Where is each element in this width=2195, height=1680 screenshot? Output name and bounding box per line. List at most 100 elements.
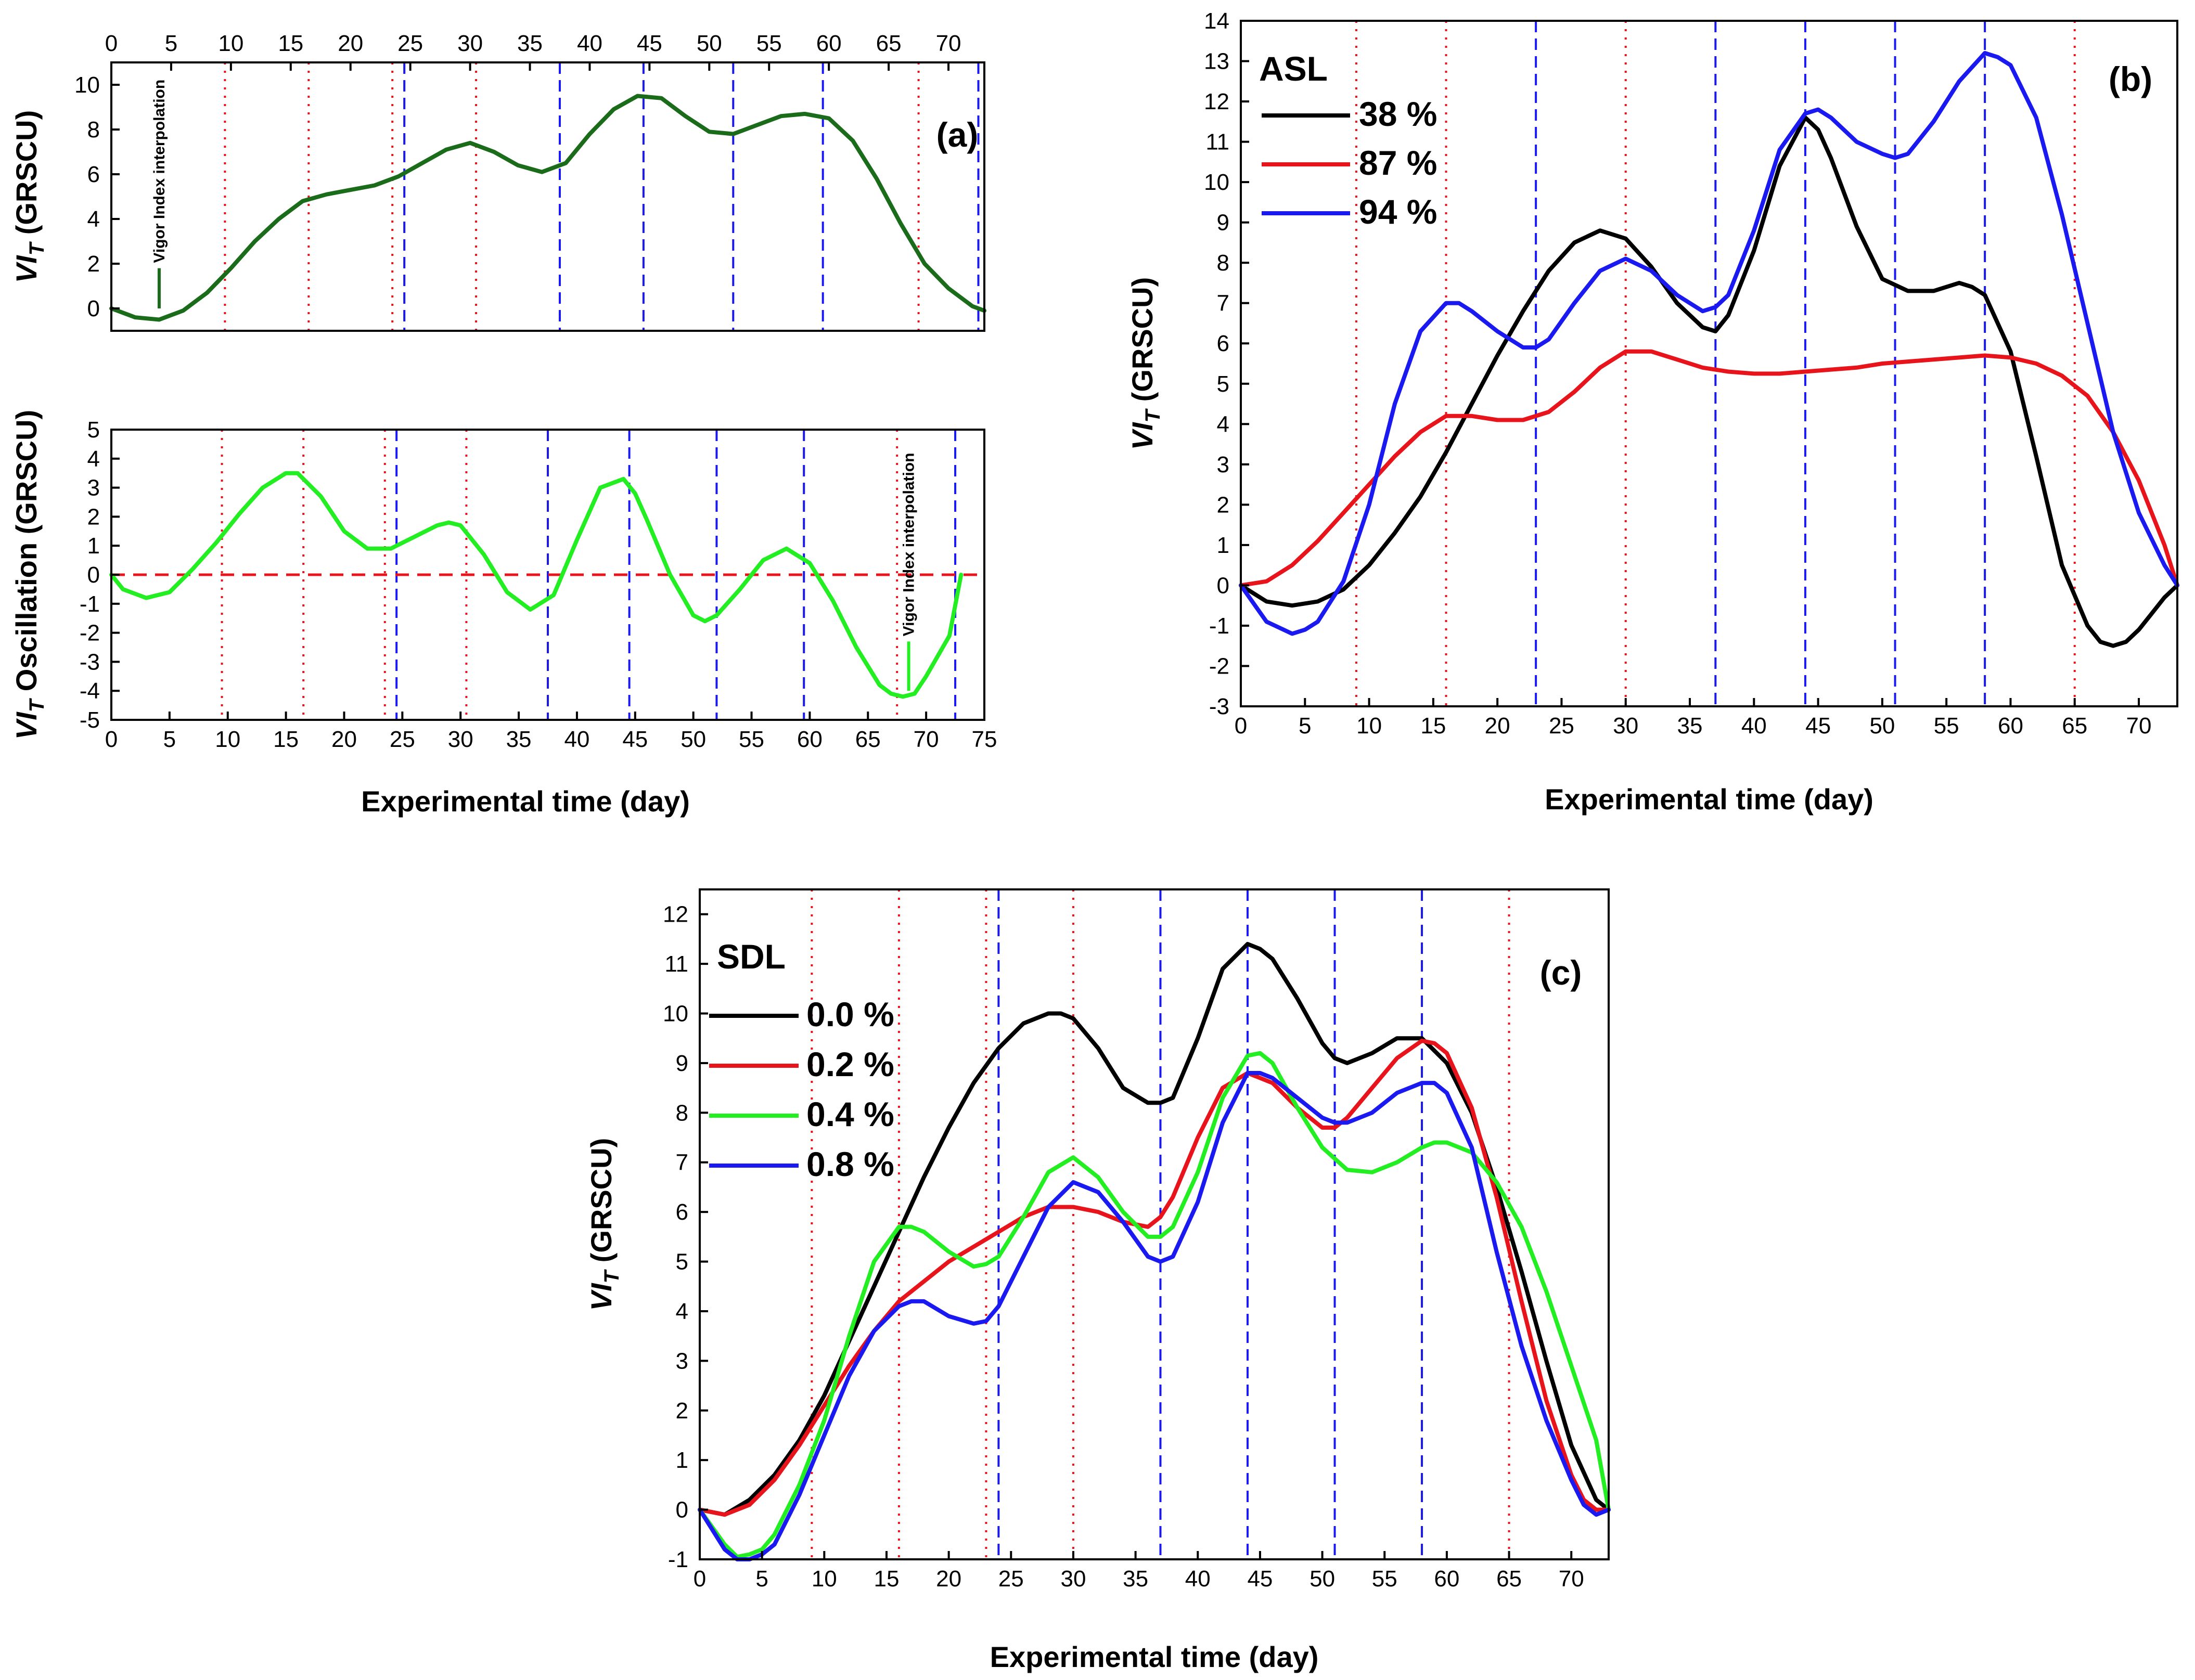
- series-line-0: [109, 471, 964, 699]
- x-tick-label-top: 25: [397, 31, 423, 56]
- y-tick-label: 2: [1217, 492, 1229, 518]
- y-tick-label: 9: [676, 1051, 688, 1076]
- y-tick-label: -4: [80, 678, 100, 704]
- x-tick-label: 5: [755, 1566, 768, 1592]
- x-axis-label: Experimental time (day): [1545, 783, 1873, 816]
- y-tick-label: 6: [1217, 331, 1229, 356]
- x-tick-label: 50: [1869, 713, 1895, 739]
- x-tick-label: 70: [2126, 713, 2152, 739]
- legend-label-0: 38 %: [1359, 95, 1437, 133]
- chart-b: 0 5 10 15 20 25 30 35 40 45 50 55 60 65 70-3-2-1012345…: [1126, 8, 2179, 816]
- y-tick-label: 0: [1217, 573, 1229, 598]
- y-tick-label: 10: [663, 1001, 688, 1027]
- y-tick-label: -3: [1209, 694, 1229, 719]
- chart-a-top: 0 5 10 15 20 25 30 35 40 45 50 55 60 65 70 0 2 4 6 8 10 VIT (…: [10, 31, 986, 332]
- x-tick-label: 25: [390, 727, 415, 752]
- x-tick-label: 30: [448, 727, 473, 752]
- series-line-2: [1239, 51, 2179, 636]
- y-tick-label: 0: [87, 562, 100, 588]
- x-tick-label: 10: [1356, 713, 1382, 739]
- y-tick-label: 4: [676, 1299, 688, 1324]
- x-tick-label: 5: [1299, 713, 1311, 739]
- legend-label-1: 0.2 %: [806, 1045, 894, 1083]
- y-axis-label-sub: T: [1141, 408, 1164, 422]
- y-tick-label: 2: [87, 251, 100, 277]
- x-tick-label: 65: [1496, 1566, 1522, 1592]
- y-tick-label: 4: [87, 446, 100, 472]
- y-tick-label: -1: [668, 1547, 688, 1572]
- y-tick-label: 5: [87, 417, 100, 443]
- y-tick-label: 3: [1217, 452, 1229, 477]
- x-tick-label-top: 60: [816, 31, 842, 56]
- legend-title: SDL: [717, 937, 786, 976]
- x-tick-label: 35: [1677, 713, 1703, 739]
- series-line-3: [698, 1071, 1611, 1561]
- x-tick-label: 50: [1310, 1566, 1335, 1592]
- y-tick-label: -3: [80, 649, 100, 675]
- y-axis-label-sub: T: [600, 1269, 623, 1283]
- x-tick-label: 20: [331, 727, 357, 752]
- y-tick-label: 10: [74, 72, 100, 98]
- x-tick-label: 35: [506, 727, 532, 752]
- x-tick-label: 15: [273, 727, 299, 752]
- y-axis-label-main: VI: [10, 712, 43, 740]
- x-tick-label: 20: [1485, 713, 1510, 739]
- x-tick-label: 10: [215, 727, 240, 752]
- x-tick-label: 55: [739, 727, 764, 752]
- y-tick-label: 2: [676, 1398, 688, 1424]
- legend-label-2: 94 %: [1359, 192, 1437, 231]
- y-axis-label-main: VI: [585, 1283, 618, 1311]
- y-axis-label-rest: (GRSCU): [1126, 277, 1159, 410]
- x-tick-label: 55: [1934, 713, 1959, 739]
- y-tick-label: 7: [676, 1150, 688, 1175]
- series-line-0: [698, 941, 1611, 1517]
- y-tick-label: 3: [87, 475, 100, 501]
- x-tick-label-top: 30: [457, 31, 483, 56]
- y-axis-label-main: VI: [1126, 422, 1159, 450]
- x-tick-label: 35: [1123, 1566, 1148, 1592]
- y-tick-label: -1: [80, 591, 100, 617]
- x-tick-label-top: 40: [577, 31, 602, 56]
- series-line-2: [698, 1051, 1611, 1559]
- legend-label-3: 0.8 %: [806, 1145, 894, 1183]
- y-tick-label: 11: [1205, 130, 1229, 155]
- y-tick-label: 5: [1217, 371, 1229, 397]
- y-tick-label: 12: [663, 902, 688, 927]
- y-tick-label: 1: [87, 533, 100, 559]
- x-tick-label-top: 50: [697, 31, 722, 56]
- x-tick-label: 15: [1420, 713, 1446, 739]
- y-tick-label: 2: [87, 504, 100, 529]
- x-tick-label: 70: [914, 727, 939, 752]
- x-tick-label-top: 55: [756, 31, 782, 56]
- x-tick-label: 0: [694, 1566, 706, 1592]
- y-tick-label: 1: [1217, 533, 1229, 558]
- x-tick-label: 0: [1235, 713, 1247, 739]
- y-tick-label: 0: [87, 296, 100, 321]
- legend-label-2: 0.4 %: [806, 1095, 894, 1133]
- x-tick-label: 60: [797, 727, 823, 752]
- x-tick-label: 30: [1613, 713, 1638, 739]
- y-axis-label-rest: (GRSCU): [585, 1138, 618, 1271]
- plot-frame: [699, 888, 1610, 1560]
- chart-c: 0 5 10 15 20 25 30 35 40 45 50 55 60 65 70-10123456789…: [585, 888, 1611, 1673]
- x-tick-label-top: 35: [517, 31, 543, 56]
- y-axis-label-rest: Oscillation (GRSCU): [10, 410, 43, 700]
- plot-frame: [1240, 20, 2178, 707]
- x-tick-label: 25: [1549, 713, 1574, 739]
- y-tick-label: -2: [1209, 653, 1229, 679]
- y-tick-label: 4: [87, 206, 100, 232]
- y-axis-label: VIT Oscillation (GRSCU): [10, 410, 48, 740]
- series-line-1: [1239, 349, 2179, 588]
- y-tick-label: 4: [1217, 411, 1229, 437]
- y-axis-label-sub: T: [25, 697, 48, 712]
- plot-frame: [110, 61, 985, 332]
- x-tick-label: 45: [1247, 1566, 1273, 1592]
- annotation-text: Vigor Index interpolation: [151, 80, 168, 263]
- y-tick-label: 6: [87, 162, 100, 187]
- x-tick-label: 10: [812, 1566, 837, 1592]
- x-tick-label: 55: [1372, 1566, 1397, 1592]
- x-tick-label: 0: [105, 727, 118, 752]
- x-tick-label: 50: [681, 727, 706, 752]
- series-line-0: [1239, 115, 2179, 648]
